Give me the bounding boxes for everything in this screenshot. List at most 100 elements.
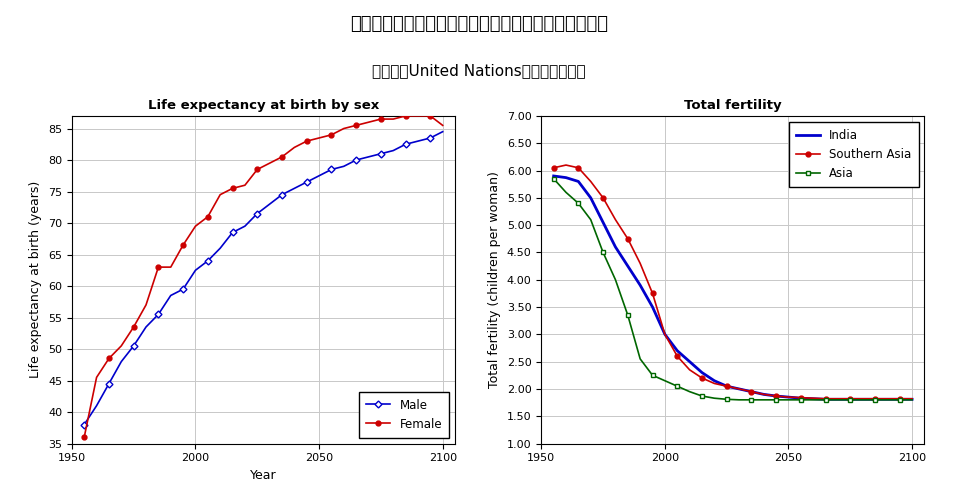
Asia bbox=[622, 312, 633, 318]
Female bbox=[276, 154, 287, 160]
Y-axis label: Total fertility (children per woman): Total fertility (children per woman) bbox=[489, 171, 501, 388]
Southern Asia bbox=[845, 396, 856, 402]
Asia bbox=[585, 217, 597, 223]
India bbox=[672, 348, 683, 354]
Male bbox=[387, 148, 399, 154]
Female bbox=[424, 113, 436, 119]
India bbox=[783, 394, 794, 400]
Male bbox=[437, 129, 448, 135]
Asia bbox=[795, 397, 807, 403]
Male bbox=[288, 185, 300, 192]
Female bbox=[240, 182, 251, 188]
Asia bbox=[573, 200, 584, 206]
Male bbox=[252, 211, 263, 217]
Female bbox=[263, 160, 275, 166]
Male bbox=[412, 138, 423, 144]
India bbox=[770, 393, 782, 399]
Female bbox=[399, 113, 411, 119]
Male bbox=[190, 267, 201, 273]
Female bbox=[165, 264, 176, 270]
Southern Asia bbox=[820, 396, 832, 402]
India bbox=[881, 396, 893, 402]
Female bbox=[301, 138, 312, 144]
Southern Asia bbox=[585, 178, 597, 184]
Male bbox=[276, 192, 287, 198]
Male bbox=[177, 286, 189, 292]
Female bbox=[288, 144, 300, 150]
Female bbox=[387, 116, 399, 122]
Male bbox=[91, 403, 103, 409]
Southern Asia bbox=[783, 394, 794, 400]
Southern Asia bbox=[609, 217, 621, 223]
Line: India: India bbox=[554, 176, 912, 399]
Southern Asia bbox=[833, 396, 844, 402]
Male bbox=[376, 151, 387, 157]
Asia bbox=[684, 389, 696, 395]
Asia bbox=[869, 397, 880, 403]
India bbox=[684, 359, 696, 365]
Southern Asia bbox=[758, 392, 769, 398]
Female bbox=[91, 374, 103, 381]
Male bbox=[326, 166, 337, 172]
Southern Asia bbox=[795, 395, 807, 401]
Line: Southern Asia: Southern Asia bbox=[551, 163, 915, 401]
Asia bbox=[783, 397, 794, 403]
India bbox=[745, 389, 757, 395]
India bbox=[721, 383, 733, 389]
Asia bbox=[721, 396, 733, 402]
Southern Asia bbox=[745, 389, 757, 395]
India bbox=[622, 263, 633, 269]
Male bbox=[313, 173, 325, 179]
India bbox=[585, 195, 597, 201]
Asia bbox=[696, 393, 708, 399]
Male bbox=[79, 421, 90, 427]
Southern Asia bbox=[856, 396, 868, 402]
Line: Asia: Asia bbox=[551, 176, 915, 402]
Asia bbox=[758, 397, 769, 403]
Asia bbox=[820, 397, 832, 403]
Male bbox=[363, 154, 375, 160]
Male bbox=[227, 229, 239, 235]
India bbox=[833, 396, 844, 402]
Asia bbox=[672, 383, 683, 389]
Female bbox=[190, 223, 201, 229]
Female bbox=[437, 122, 448, 129]
Male bbox=[165, 292, 176, 298]
India bbox=[906, 396, 918, 402]
Southern Asia bbox=[672, 353, 683, 359]
India bbox=[647, 304, 658, 310]
India bbox=[598, 219, 609, 225]
India bbox=[548, 173, 559, 179]
Female bbox=[338, 125, 350, 132]
Southern Asia bbox=[622, 236, 633, 242]
Asia bbox=[598, 249, 609, 256]
Asia bbox=[770, 397, 782, 403]
Asia bbox=[560, 190, 572, 196]
Southern Asia bbox=[634, 261, 646, 267]
Female bbox=[152, 264, 164, 270]
Y-axis label: Life expectancy at birth (years): Life expectancy at birth (years) bbox=[30, 181, 42, 379]
Title: Life expectancy at birth by sex: Life expectancy at birth by sex bbox=[148, 99, 379, 112]
Southern Asia bbox=[733, 386, 744, 392]
Southern Asia bbox=[647, 290, 658, 296]
Male bbox=[152, 311, 164, 318]
Male bbox=[215, 245, 226, 251]
Southern Asia bbox=[906, 396, 918, 402]
Asia bbox=[808, 397, 819, 403]
Male bbox=[202, 258, 214, 264]
India bbox=[696, 369, 708, 375]
Male bbox=[301, 179, 312, 185]
Female bbox=[103, 355, 115, 361]
India bbox=[808, 396, 819, 402]
Text: （国連（United Nations）資料による）: （国連（United Nations）資料による） bbox=[373, 63, 585, 78]
Asia bbox=[845, 397, 856, 403]
Female bbox=[128, 324, 140, 330]
Asia bbox=[634, 356, 646, 362]
Asia bbox=[894, 397, 905, 403]
X-axis label: Year: Year bbox=[250, 469, 277, 482]
India bbox=[560, 174, 572, 180]
India bbox=[894, 396, 905, 402]
Line: Male: Male bbox=[81, 129, 445, 427]
India bbox=[659, 331, 671, 337]
Asia bbox=[856, 397, 868, 403]
